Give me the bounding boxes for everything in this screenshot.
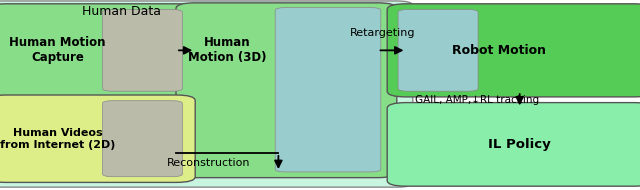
FancyBboxPatch shape — [176, 3, 397, 178]
FancyBboxPatch shape — [398, 10, 478, 91]
Text: Human Videos
from Internet (2D): Human Videos from Internet (2D) — [0, 128, 115, 150]
FancyBboxPatch shape — [102, 10, 182, 91]
FancyBboxPatch shape — [387, 103, 640, 186]
Text: Reconstruction: Reconstruction — [166, 158, 250, 168]
Text: Robot Motion: Robot Motion — [452, 44, 546, 57]
Text: Human Data: Human Data — [82, 5, 161, 18]
FancyBboxPatch shape — [102, 101, 182, 177]
FancyBboxPatch shape — [387, 4, 640, 97]
Text: GAIL, AMP,↓RL tracking: GAIL, AMP,↓RL tracking — [415, 95, 539, 105]
FancyBboxPatch shape — [275, 8, 381, 172]
Text: Human
Motion (3D): Human Motion (3D) — [188, 36, 266, 64]
Text: Human Motion
Capture: Human Motion Capture — [10, 36, 106, 64]
FancyBboxPatch shape — [0, 4, 195, 97]
FancyBboxPatch shape — [0, 95, 195, 182]
Text: Retargeting: Retargeting — [350, 28, 415, 38]
Text: IL Policy: IL Policy — [488, 138, 551, 151]
FancyBboxPatch shape — [0, 1, 413, 187]
